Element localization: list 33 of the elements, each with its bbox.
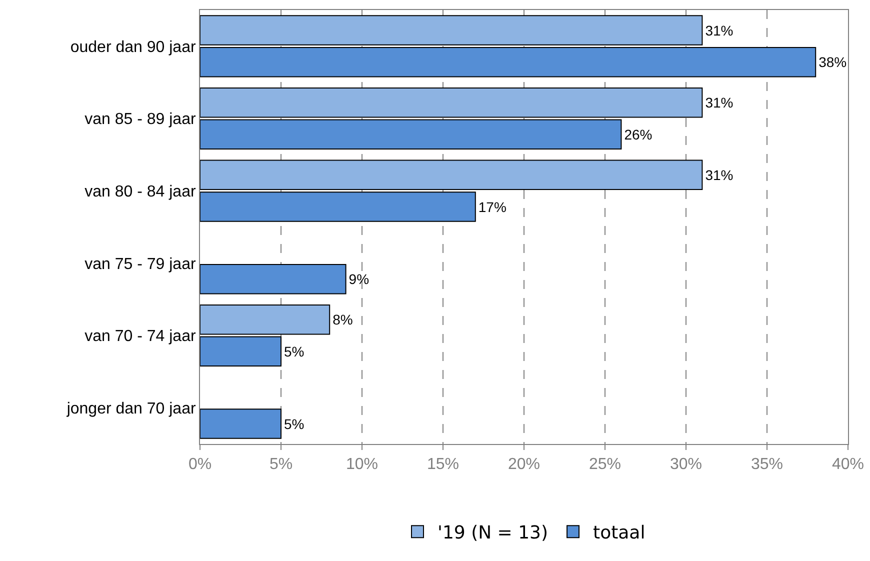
bar bbox=[200, 87, 703, 118]
data-label: 31% bbox=[705, 166, 734, 183]
x-tick-label: 40% bbox=[832, 456, 864, 474]
x-tick-label: 5% bbox=[269, 456, 293, 474]
bar bbox=[200, 304, 330, 335]
data-label: 31% bbox=[705, 22, 734, 38]
bar bbox=[200, 119, 622, 150]
bar bbox=[200, 264, 346, 294]
y-tick-label: jonger dan 70 jaar bbox=[66, 400, 196, 418]
x-tick-label: 25% bbox=[588, 456, 622, 474]
bar bbox=[200, 336, 282, 367]
legend-label: '19 (N = 13) bbox=[438, 522, 548, 544]
data-label: 9% bbox=[348, 271, 370, 288]
y-tick-label: van 75 - 79 jaar bbox=[84, 256, 196, 273]
x-tick-label: 15% bbox=[426, 456, 460, 474]
bar bbox=[200, 408, 282, 439]
x-tick-label: 0% bbox=[188, 456, 212, 474]
y-tick-label: van 85 - 89 jaar bbox=[84, 111, 196, 128]
y-tick-label: van 80 - 84 jaar bbox=[84, 183, 196, 200]
x-tick-label: 10% bbox=[346, 456, 378, 474]
data-label: 8% bbox=[332, 312, 353, 328]
data-label: 5% bbox=[284, 343, 304, 360]
data-label: 38% bbox=[818, 54, 847, 70]
data-label: 31% bbox=[705, 94, 734, 111]
x-tick-label: 30% bbox=[670, 456, 702, 474]
data-label: 17% bbox=[478, 198, 506, 215]
data-label: 26% bbox=[624, 126, 652, 142]
legend-label: totaal bbox=[593, 522, 646, 544]
x-tick-label: 20% bbox=[508, 456, 540, 474]
y-tick-label: van 70 - 74 jaar bbox=[84, 328, 196, 346]
y-tick-label: ouder dan 90 jaar bbox=[70, 38, 196, 56]
data-label: 5% bbox=[284, 416, 304, 432]
x-tick-label: 35% bbox=[750, 456, 784, 474]
